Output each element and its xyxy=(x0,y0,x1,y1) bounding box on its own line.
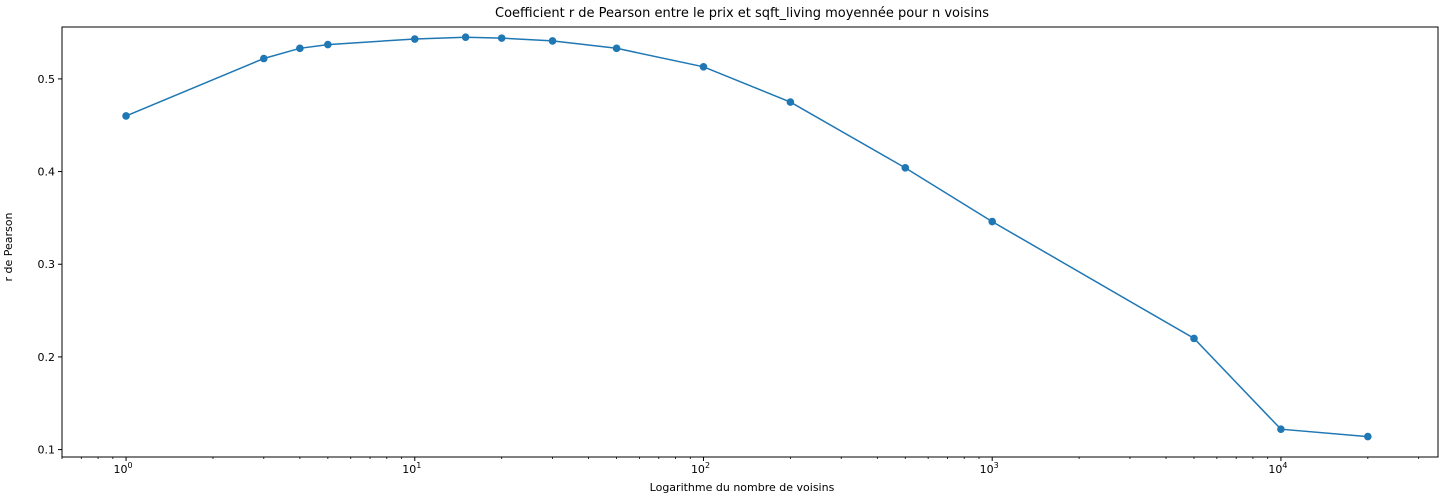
data-point xyxy=(1277,425,1285,433)
series-line xyxy=(125,36,1368,438)
x-axis-label: Logarithme du nombre de voisins xyxy=(650,481,835,494)
data-point xyxy=(497,34,506,42)
x-tick-label: 101 xyxy=(402,461,421,476)
y-tick-label: 0.5 xyxy=(38,73,56,86)
data-point xyxy=(1190,334,1198,343)
y-tick-label: 0.2 xyxy=(38,351,56,364)
y-axis-label: r de Pearson xyxy=(2,212,15,281)
x-tick-label: 103 xyxy=(980,461,999,476)
data-point xyxy=(699,63,708,71)
x-axis: 100 101 102 103 104 xyxy=(61,457,1420,476)
data-point xyxy=(548,37,557,45)
series-line-group xyxy=(122,33,1372,441)
data-point xyxy=(296,44,304,53)
plot-frame xyxy=(61,26,1439,458)
x-tick-label: 104 xyxy=(1268,461,1287,476)
data-point xyxy=(1364,432,1372,441)
y-tick-label: 0.4 xyxy=(38,166,56,179)
data-point xyxy=(260,54,268,63)
x-tick-label: 102 xyxy=(691,461,710,476)
data-point xyxy=(901,164,910,172)
data-point xyxy=(786,98,795,106)
x-tick-label: 100 xyxy=(114,461,133,476)
data-point xyxy=(410,35,419,43)
data-point xyxy=(122,112,130,120)
data-point xyxy=(612,44,621,53)
data-point xyxy=(988,217,997,226)
data-point xyxy=(461,33,470,41)
chart-title: Coefficient r de Pearson entre le prix e… xyxy=(495,6,989,21)
data-point xyxy=(324,40,332,49)
y-tick-label: 0.1 xyxy=(38,444,56,457)
y-tick-label: 0.3 xyxy=(38,258,56,271)
y-axis: 0.1 0.2 0.3 0.4 0.5 xyxy=(38,73,62,457)
